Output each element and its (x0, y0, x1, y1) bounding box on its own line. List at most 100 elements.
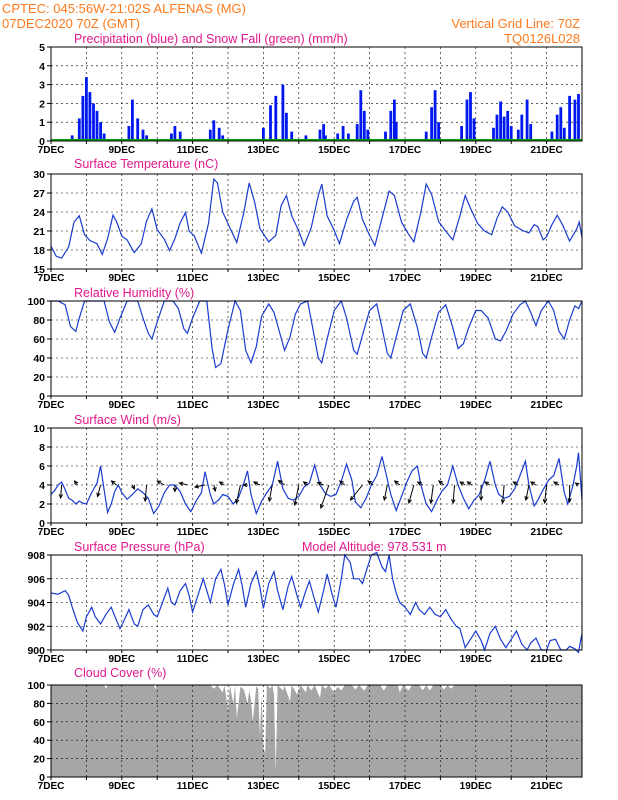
precip-bar (88, 92, 92, 141)
precip-bar (525, 99, 529, 141)
y-tick-label: 0 (39, 518, 45, 530)
precip-bar (262, 127, 265, 141)
x-tick-label: 17DEC (389, 273, 421, 284)
wind-arrowhead (218, 481, 224, 486)
x-tick-label: 21DEC (530, 654, 562, 665)
y-tick-label: 902 (27, 621, 45, 633)
x-tick-label: 7DEC (38, 527, 65, 538)
wind-vector (157, 480, 165, 486)
wind-arrowhead (172, 487, 178, 493)
wind-vector (60, 484, 63, 499)
precip-bar (520, 114, 524, 141)
precip-bar (394, 122, 398, 141)
y-tick-label: 27 (33, 188, 45, 200)
temperature-chart-title: Surface Temperature (nC) (74, 157, 218, 171)
wind-arrowhead (529, 481, 536, 486)
x-tick-label: 21DEC (530, 527, 562, 538)
wind-vector (502, 484, 505, 504)
wind-vector (144, 484, 148, 502)
x-tick-label: 15DEC (318, 781, 350, 792)
precip-bar (502, 116, 506, 141)
model-altitude-label: Model Altitude: 978.531 m (302, 540, 447, 554)
wind-vector (350, 484, 363, 501)
wind-vector (383, 484, 388, 501)
wind-arrowhead (524, 495, 529, 502)
x-tick-label: 17DEC (389, 527, 421, 538)
precip-bar (318, 129, 322, 141)
x-tick-label: 13DEC (247, 527, 279, 538)
y-tick-label: 3 (39, 80, 45, 92)
precip-bar (469, 92, 472, 141)
temperature-frame (50, 173, 583, 270)
wind-vector (97, 484, 102, 497)
y-tick-label: 60 (33, 717, 45, 729)
precip-bar (509, 126, 513, 141)
humidity-chart-title: Relative Humidity (%) (74, 286, 194, 300)
precip-bar (77, 118, 81, 141)
precip-bar (145, 135, 148, 141)
wind-arrowhead (130, 485, 135, 491)
wind-arrowhead (367, 480, 373, 485)
wind-vector (544, 484, 548, 504)
cloud-chart-title: Cloud Cover (%) (74, 666, 166, 680)
x-tick-label: 19DEC (460, 781, 492, 792)
x-tick-label: 17DEC (389, 400, 421, 411)
precip-bar (102, 133, 106, 141)
y-tick-label: 0 (39, 136, 45, 148)
wind-arrowhead (478, 496, 484, 502)
wind-arrowhead (542, 499, 548, 505)
wind-arrowhead (382, 495, 388, 502)
precip-bar (217, 127, 221, 141)
x-tick-label: 17DEC (389, 654, 421, 665)
x-tick-label: 21DEC (530, 400, 562, 411)
wind-chart-title: Surface Wind (m/s) (74, 413, 181, 427)
x-tick-label: 9DEC (108, 781, 135, 792)
x-tick-label: 19DEC (460, 273, 492, 284)
wind-arrowhead (552, 481, 559, 486)
precip-bar (178, 131, 182, 141)
wind-vector (408, 484, 415, 504)
precip-bar (281, 84, 285, 141)
wind-arrowhead (319, 503, 325, 510)
precip-bar (290, 131, 294, 141)
precip-bar (573, 99, 577, 141)
precip-bar (559, 107, 563, 141)
y-tick-label: 2 (39, 98, 45, 110)
precip-bar (424, 131, 428, 141)
wind-arrowhead (416, 481, 422, 486)
x-tick-label: 11DEC (177, 273, 209, 284)
header-station: CPTEC: 045:56W-21:02S ALFENAS (MG) (2, 1, 246, 16)
plot-layer: 0 1 2 3 4 5 7DEC 9DEC 11DEC 13DEC 15DEC 17DEC 19DEC 2… (27, 42, 583, 792)
y-tick-label: 80 (33, 698, 45, 710)
x-tick-label: 11DEC (177, 400, 209, 411)
x-tick-label: 19DEC (460, 654, 492, 665)
precip-bar (322, 124, 325, 141)
y-tick-label: 60 (33, 334, 45, 346)
y-tick-label: 15 (33, 264, 45, 276)
wind-arrowhead (73, 480, 79, 486)
wind-vector (430, 484, 434, 504)
y-tick-label: 904 (27, 598, 45, 610)
wind-arrowhead (178, 481, 184, 486)
y-tick-label: 4 (39, 480, 45, 492)
wind-arrowhead (156, 480, 162, 485)
wind-arrowhead (567, 498, 572, 504)
y-tick-label: 1 (39, 117, 45, 129)
x-tick-label: 9DEC (108, 654, 135, 665)
precip-bar (366, 129, 370, 141)
precip-bar (393, 99, 396, 141)
precip-bar (495, 114, 499, 141)
x-tick-label: 17DEC (389, 781, 421, 792)
precip-bar (492, 127, 495, 141)
x-tick-label: 11DEC (177, 527, 209, 538)
y-tick-label: 2 (39, 499, 45, 511)
x-tick-label: 21DEC (530, 781, 562, 792)
y-tick-label: 906 (27, 574, 45, 586)
wind-arrowhead (193, 484, 200, 489)
precip-bar (433, 90, 437, 141)
y-tick-label: 100 (27, 296, 45, 308)
wind-vector (452, 484, 456, 504)
precip-frame (50, 46, 583, 142)
y-tick-label: 18 (33, 245, 45, 257)
precip-bar (347, 133, 350, 141)
